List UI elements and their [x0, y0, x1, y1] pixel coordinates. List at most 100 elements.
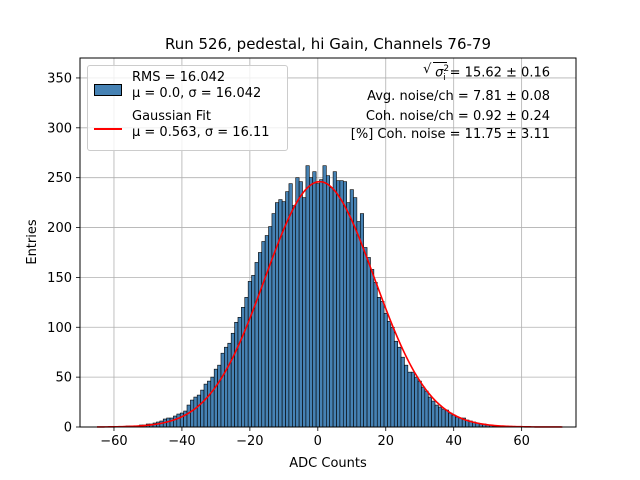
x-tick-label: 20 [377, 434, 394, 449]
histogram-bar [421, 386, 426, 428]
histogram-bar [346, 202, 351, 428]
histogram-bar [264, 235, 269, 428]
plot-frame [79, 57, 577, 428]
histogram-bar [427, 396, 432, 428]
x-tick-label: 60 [513, 434, 530, 449]
histogram-bars [125, 165, 504, 428]
histogram-bar [404, 364, 409, 428]
sqrt-symbol: √ σ2i [423, 62, 450, 83]
legend: RMS = 16.042 μ = 0.0, σ = 16.042 Gaussia… [87, 65, 288, 151]
y-tick-label: 0 [64, 421, 72, 436]
histogram-bar [438, 406, 443, 428]
histogram-bar [220, 352, 225, 428]
histogram-bar [417, 380, 422, 428]
histogram-bar [366, 257, 371, 428]
histogram-bar [224, 346, 229, 428]
histogram-bar [342, 181, 347, 428]
histogram-bar [356, 221, 361, 428]
histogram-bar [210, 376, 215, 428]
x-axis-ticks: −60 −40 −20 0 20 40 60 [100, 427, 530, 449]
histogram-bar [400, 356, 405, 428]
gaussian-fit-line [96, 180, 563, 428]
histogram-bar [414, 376, 419, 428]
histogram-bar [207, 380, 212, 428]
histogram-bar [244, 297, 249, 428]
histogram-bar [397, 346, 402, 428]
histogram-bar [444, 409, 449, 428]
y-axis-label: Entries [25, 219, 40, 265]
annotation-avg-noise: Avg. noise/ch = 7.81 ± 0.08 [367, 89, 550, 104]
histogram-bar [376, 297, 381, 428]
histogram-bar [251, 275, 256, 428]
histogram-bar [217, 364, 222, 428]
histogram-bar [288, 183, 293, 428]
histogram-bar [275, 202, 280, 428]
annotation-sigma-sum: √ σ2i = 15.62 ± 0.16 [423, 62, 550, 83]
y-axis-ticks: 0 50 100 150 200 250 300 350 [47, 71, 80, 436]
y-tick-label: 300 [47, 121, 72, 136]
histogram-bar [431, 400, 436, 428]
histogram-bar [230, 332, 235, 428]
histogram-bar [271, 213, 276, 428]
histogram-bar [349, 189, 354, 428]
histogram-bar [179, 412, 184, 428]
histogram-bar [295, 177, 300, 428]
y-tick-label: 50 [55, 371, 72, 386]
histogram-bar [322, 165, 327, 428]
chart-title: Run 526, pedestal, hi Gain, Channels 76-… [165, 35, 491, 53]
histogram-bar [196, 394, 201, 428]
x-tick-label: 0 [314, 434, 322, 449]
legend-label-rms: RMS = 16.042 [132, 70, 226, 85]
histogram-bar [434, 404, 439, 428]
histogram-bar [203, 383, 208, 428]
y-tick-label: 350 [47, 71, 72, 86]
histogram-bar [254, 262, 259, 428]
histogram-bar [309, 177, 314, 428]
legend-swatch-histogram [94, 84, 122, 96]
histogram-bar [451, 414, 456, 428]
histogram-bar [370, 269, 375, 428]
histogram-bar [424, 390, 429, 428]
histogram-bar [193, 396, 198, 428]
histogram-bar [213, 368, 218, 428]
histogram-bar [227, 342, 232, 428]
histogram-bar [363, 247, 368, 428]
histogram-bar [387, 320, 392, 428]
histogram-bar [373, 282, 378, 428]
legend-label-hist-params: μ = 0.0, σ = 16.042 [132, 86, 262, 101]
x-tick-label: −20 [236, 434, 263, 449]
histogram-bar [390, 326, 395, 428]
histogram-bar [200, 389, 205, 428]
histogram-bar [380, 301, 385, 428]
histogram-bar [298, 181, 303, 428]
histogram-bar [234, 321, 239, 428]
histogram-bar [448, 412, 453, 428]
histogram-bar [261, 241, 266, 428]
histogram-bar [407, 371, 412, 428]
histogram-bar [176, 413, 181, 428]
histogram-bar [455, 416, 460, 428]
y-tick-label: 150 [47, 271, 72, 286]
x-axis-label: ADC Counts [289, 456, 367, 471]
histogram-bar [332, 171, 337, 428]
histogram-bar [383, 313, 388, 428]
histogram-bar [285, 191, 290, 428]
histogram-bar [410, 371, 415, 428]
histogram-bar [258, 252, 263, 428]
histogram-bar [305, 165, 310, 428]
histogram-bar [190, 399, 195, 428]
histogram-bar [237, 316, 242, 428]
histogram-bar [393, 340, 398, 428]
legend-swatch-fit [94, 128, 122, 130]
histogram-bar [339, 180, 344, 428]
histogram-bar [441, 408, 446, 428]
histogram-bar [319, 179, 324, 428]
histogram-bar [315, 183, 320, 428]
histogram-bar [241, 307, 246, 428]
histogram-bar [169, 417, 174, 428]
y-tick-label: 100 [47, 321, 72, 336]
histogram-bar [312, 171, 317, 428]
annotation-coh-noise: Coh. noise/ch = 0.92 ± 0.24 [365, 109, 550, 124]
histogram-bar [281, 201, 286, 428]
histogram-bar [336, 180, 341, 428]
